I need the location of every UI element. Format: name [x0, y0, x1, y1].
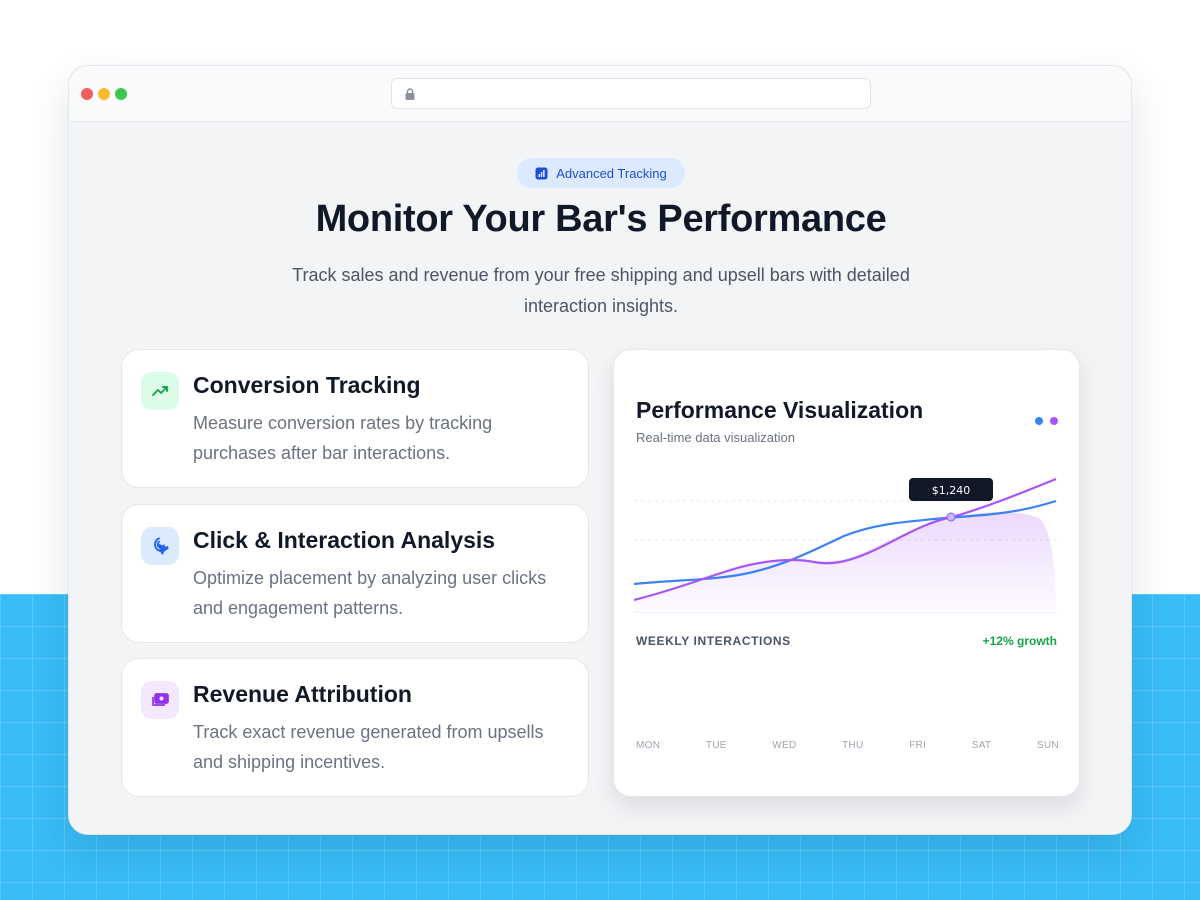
bar-chart-icon	[535, 167, 548, 179]
feature-title: Click & Interaction Analysis	[193, 527, 496, 553]
day-label: THU	[842, 740, 864, 751]
tooltip-point[interactable]	[946, 512, 956, 522]
trending-up-icon	[141, 372, 179, 410]
browser-titlebar	[69, 66, 1131, 122]
day-label: WED	[772, 740, 797, 751]
feature-card-click-analysis: Click & Interaction Analysis Optimize pl…	[121, 504, 589, 643]
page-title: Monitor Your Bar's Performance	[315, 198, 887, 240]
badge-label: Advanced Tracking	[556, 165, 667, 181]
address-bar[interactable]	[391, 78, 871, 109]
performance-line-chart: $1,240	[634, 477, 1057, 613]
maximize-window-dot[interactable]	[115, 88, 127, 100]
feature-badge: Advanced Tracking	[517, 158, 685, 188]
money-icon	[141, 681, 179, 719]
weekly-interactions-label: WEEKLY INTERACTIONS	[636, 634, 791, 648]
purple-area-fill	[634, 512, 1056, 613]
minimize-window-dot[interactable]	[98, 88, 110, 100]
feature-title: Conversion Tracking	[193, 372, 421, 398]
feature-title: Revenue Attribution	[193, 681, 412, 707]
lock-icon	[405, 88, 415, 100]
feature-card-revenue: Revenue Attribution Track exact revenue …	[121, 658, 589, 797]
day-label: SAT	[971, 740, 992, 751]
growth-indicator: +12% growth	[982, 634, 1057, 648]
tooltip-box	[909, 478, 993, 501]
legend-dot-purple	[1050, 417, 1058, 425]
feature-card-conversion: Conversion Tracking Measure conversion r…	[121, 349, 589, 488]
feature-description: Track exact revenue generated from upsel…	[193, 722, 544, 772]
day-label: TUE	[705, 740, 727, 751]
cursor-click-icon	[141, 527, 179, 565]
feature-description: Measure conversion rates by tracking pur…	[193, 413, 493, 463]
day-label: FRI	[909, 740, 927, 751]
tooltip-value: $1,240	[932, 484, 971, 497]
browser-window: Advanced Tracking Monitor Your Bar's Per…	[68, 65, 1132, 835]
performance-panel: Performance Visualization Real-time data…	[613, 349, 1080, 797]
legend-dot-blue	[1035, 417, 1043, 425]
close-window-dot[interactable]	[81, 88, 93, 100]
purple-series-line	[634, 477, 1057, 602]
feature-description: Optimize placement by analyzing user cli…	[193, 568, 547, 618]
day-axis: MON TUE WED THU FRI SAT SUN	[636, 740, 1059, 751]
page-subtitle: Track sales and revenue from your free s…	[292, 265, 910, 316]
panel-subtitle: Real-time data visualization	[636, 430, 795, 445]
day-label: MON	[636, 740, 661, 751]
day-label: SUN	[1036, 740, 1059, 751]
panel-title: Performance Visualization	[636, 397, 924, 423]
blue-series-line	[634, 499, 1057, 586]
